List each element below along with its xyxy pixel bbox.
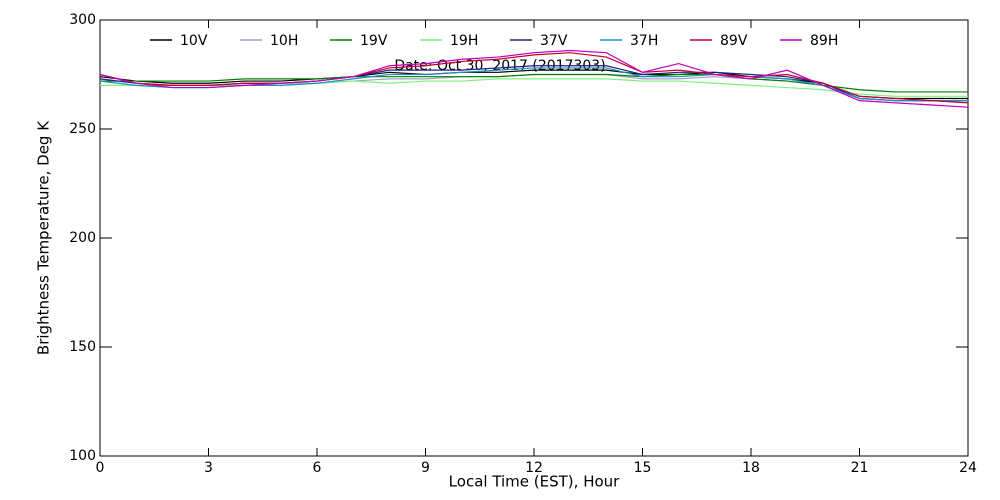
legend-label: 37H <box>630 33 658 49</box>
legend-label: 10V <box>180 33 208 49</box>
legend-label: 89H <box>810 33 838 49</box>
y-tick-label: 300 <box>69 12 96 28</box>
x-tick-label: 18 <box>742 460 760 476</box>
x-tick-label: 0 <box>96 460 105 476</box>
y-axis-label: Brightness Temperature, Deg K <box>35 120 53 355</box>
y-tick-label: 250 <box>69 121 96 137</box>
y-tick-label: 100 <box>69 448 96 464</box>
x-tick-label: 15 <box>634 460 652 476</box>
y-tick-label: 150 <box>69 339 96 355</box>
legend-label: 19V <box>360 33 388 49</box>
legend-label: 19H <box>450 33 478 49</box>
series-line <box>99 49 969 108</box>
y-tick-label: 200 <box>69 230 96 246</box>
legend-label: 10H <box>270 33 298 49</box>
series-line <box>99 52 969 104</box>
x-tick-label: 24 <box>959 460 977 476</box>
x-axis-label: Local Time (EST), Hour <box>449 473 620 491</box>
x-tick-label: 21 <box>851 460 869 476</box>
x-tick-label: 3 <box>204 460 213 476</box>
x-tick-label: 6 <box>313 460 322 476</box>
legend-label: 89V <box>720 33 748 49</box>
x-tick-label: 9 <box>421 460 430 476</box>
x-tick-label: 12 <box>525 460 543 476</box>
legend-label: 37V <box>540 33 568 49</box>
